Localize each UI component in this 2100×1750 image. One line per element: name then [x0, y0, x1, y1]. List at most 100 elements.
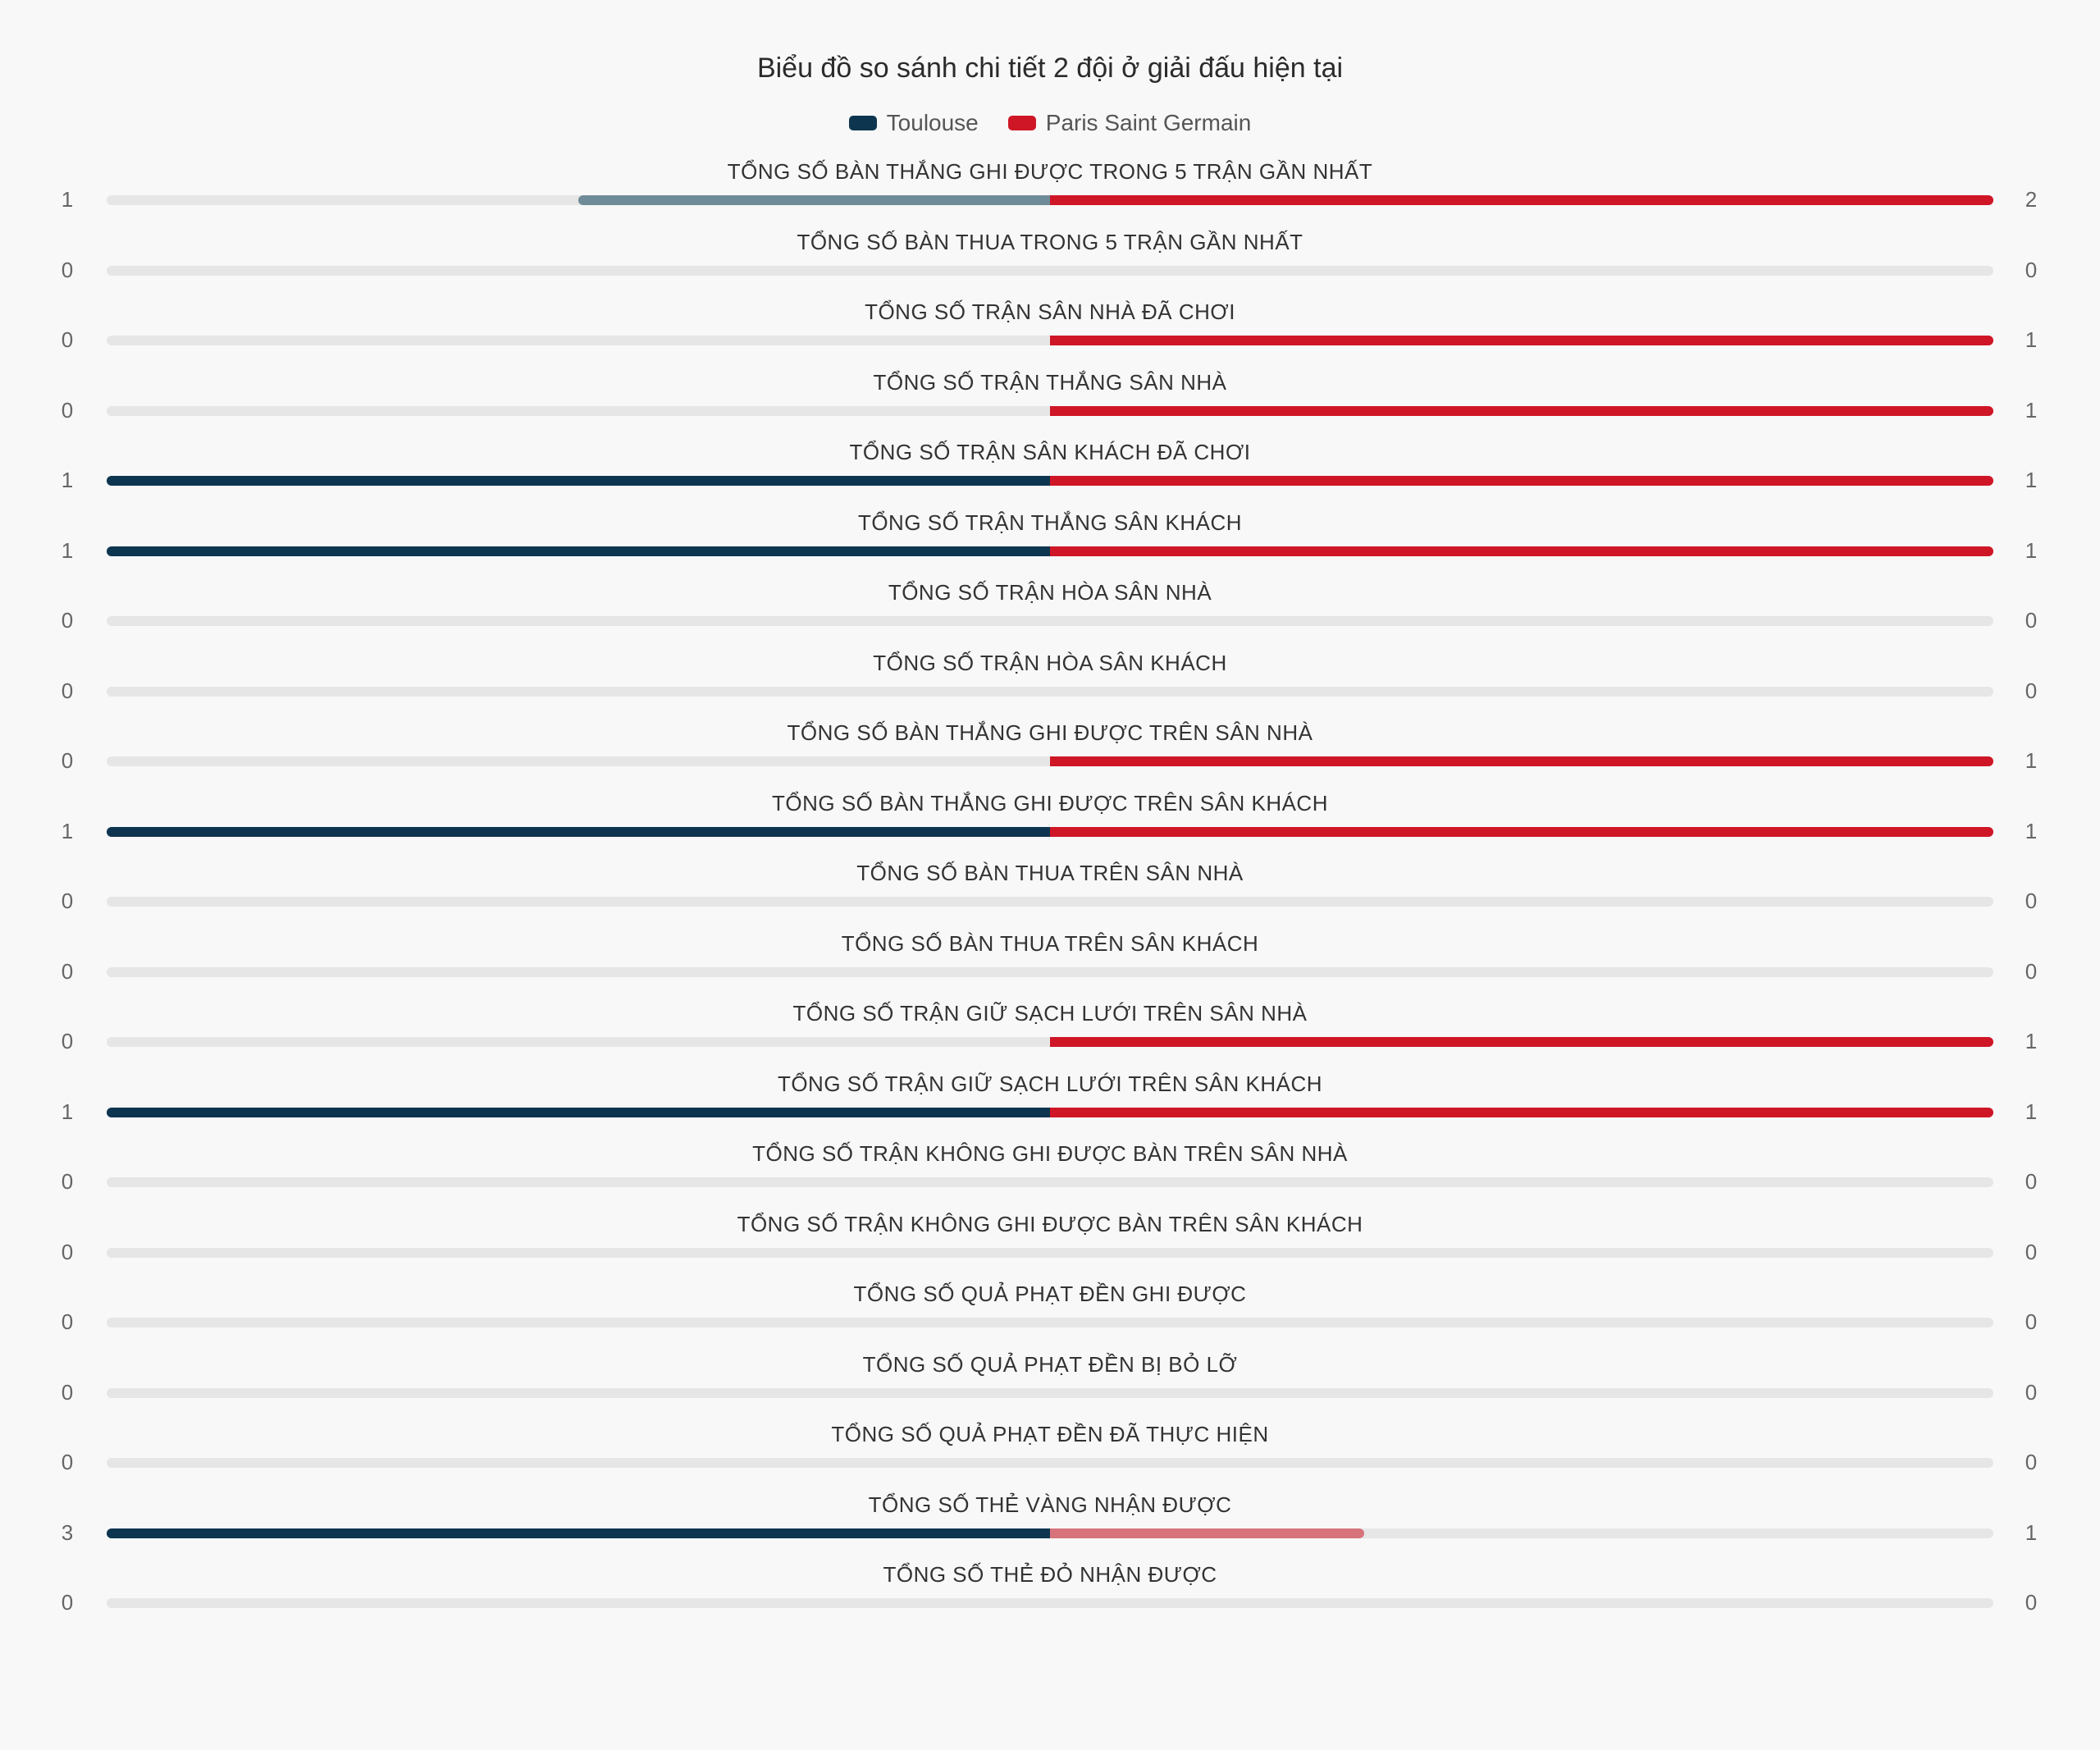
psg-value: 0	[2025, 1239, 2038, 1264]
toulouse-value: 1	[61, 187, 74, 212]
stat-row: TỔNG SỐ TRẬN KHÔNG GHI ĐƯỢC BÀN TRÊN SÂN…	[0, 1141, 2100, 1212]
toulouse-value: 0	[61, 1239, 74, 1264]
toulouse-value: 0	[61, 889, 74, 913]
legend-swatch-psg	[1007, 116, 1036, 130]
stat-row: TỔNG SỐ BÀN THUA TRÊN SÂN KHÁCH 0 0	[0, 931, 2100, 1002]
legend-item-toulouse[interactable]: Toulouse	[848, 110, 979, 136]
stat-label: TỔNG SỐ TRẬN THẮNG SÂN NHÀ	[873, 369, 1227, 395]
psg-value: 1	[2025, 748, 2038, 773]
toulouse-value: 0	[61, 678, 74, 703]
stat-row: TỔNG SỐ TRẬN GIỮ SẠCH LƯỚI TRÊN SÂN NHÀ 0…	[0, 1001, 2100, 1071]
toulouse-value: 1	[61, 1099, 74, 1124]
toulouse-bar[interactable]	[107, 1528, 1050, 1538]
stat-track	[107, 1318, 1993, 1327]
stat-label: TỔNG SỐ THẺ VÀNG NHẬN ĐƯỢC	[868, 1492, 1232, 1517]
toulouse-bar[interactable]	[107, 476, 1050, 486]
stat-label: TỔNG SỐ TRẬN GIỮ SẠCH LƯỚI TRÊN SÂN NHÀ	[792, 1001, 1308, 1026]
stat-label: TỔNG SỐ QUẢ PHẠT ĐỀN GHI ĐƯỢC	[853, 1282, 1247, 1306]
stat-label: TỔNG SỐ BÀN THUA TRÊN SÂN NHÀ	[856, 861, 1244, 885]
stat-track	[107, 1387, 1993, 1398]
psg-bar[interactable]	[1050, 1107, 1993, 1117]
stat-row: TỔNG SỐ QUẢ PHẠT ĐỀN ĐÃ THỰC HIỆN 0 0	[0, 1422, 2100, 1492]
stat-label: TỔNG SỐ QUẢ PHẠT ĐỀN BỊ BỎ LỠ	[862, 1351, 1238, 1377]
toulouse-value: 1	[61, 537, 74, 563]
stat-row: TỔNG SỐ BÀN THẮNG GHI ĐƯỢC TRONG 5 TRẬN …	[0, 159, 2100, 230]
stat-track	[107, 1247, 1993, 1258]
stat-track	[107, 1528, 1993, 1538]
stat-track	[107, 476, 1993, 486]
stat-row: TỔNG SỐ BÀN THẮNG GHI ĐƯỢC TRÊN SÂN KHÁC…	[0, 791, 2100, 861]
stat-label: TỔNG SỐ TRẬN HÒA SÂN NHÀ	[888, 580, 1212, 605]
psg-bar[interactable]	[1050, 756, 1993, 766]
psg-value: 0	[2025, 1309, 2038, 1334]
toulouse-value: 0	[61, 327, 74, 352]
stat-row: TỔNG SỐ TRẬN SÂN NHÀ ĐÃ CHƠI 0 1	[0, 299, 2100, 370]
stat-label: TỔNG SỐ BÀN THẮNG GHI ĐƯỢC TRÊN SÂN KHÁC…	[771, 790, 1328, 816]
stat-track	[107, 546, 1993, 556]
psg-value: 0	[2025, 608, 2038, 633]
stat-track	[107, 966, 1993, 977]
stat-label: TỔNG SỐ TRẬN SÂN NHÀ ĐÃ CHƠI	[865, 299, 1235, 324]
stat-row: TỔNG SỐ QUẢ PHẠT ĐỀN BỊ BỎ LỠ 0 0	[0, 1352, 2100, 1423]
legend-item-psg[interactable]: Paris Saint Germain	[1007, 110, 1252, 136]
stat-track	[107, 686, 1993, 697]
psg-value: 0	[2025, 1590, 2038, 1615]
stat-label: TỔNG SỐ TRẬN KHÔNG GHI ĐƯỢC BÀN TRÊN SÂN…	[737, 1211, 1363, 1236]
psg-bar[interactable]	[1050, 476, 1993, 486]
toulouse-value: 0	[61, 1309, 74, 1334]
legend-swatch-toulouse	[848, 116, 877, 130]
stat-track	[107, 1177, 1993, 1187]
stat-row: TỔNG SỐ TRẬN HÒA SÂN NHÀ 0 0	[0, 580, 2100, 651]
psg-bar[interactable]	[1050, 336, 1993, 345]
toulouse-value: 3	[61, 1519, 74, 1545]
stat-row: TỔNG SỐ TRẬN THẮNG SÂN KHÁCH 1 1	[0, 510, 2100, 581]
toulouse-value: 0	[61, 1379, 74, 1405]
legend: Toulouse Paris Saint Germain	[0, 110, 2100, 136]
psg-value: 1	[2025, 1519, 2038, 1545]
stat-label: TỔNG SỐ BÀN THẮNG GHI ĐƯỢC TRÊN SÂN NHÀ	[787, 720, 1313, 745]
psg-value: 0	[2025, 958, 2038, 984]
toulouse-value: 0	[61, 1450, 74, 1474]
chart-title: Biểu đồ so sánh chi tiết 2 đội ở giải đấ…	[756, 53, 1344, 84]
stat-label: TỔNG SỐ BÀN THẮNG GHI ĐƯỢC TRONG 5 TRẬN …	[727, 159, 1373, 184]
psg-bar[interactable]	[1050, 195, 1993, 205]
stat-label: TỔNG SỐ THẺ ĐỎ NHẬN ĐƯỢC	[883, 1562, 1217, 1587]
stat-row: TỔNG SỐ BÀN THẮNG GHI ĐƯỢC TRÊN SÂN NHÀ 0…	[0, 720, 2100, 791]
stat-label: TỔNG SỐ TRẬN SÂN KHÁCH ĐÃ CHƠI	[849, 440, 1251, 464]
stat-label: TỔNG SỐ TRẬN GIỮ SẠCH LƯỚI TRÊN SÂN KHÁC…	[777, 1071, 1323, 1096]
stat-track	[107, 1598, 1993, 1608]
stat-row: TỔNG SỐ TRẬN KHÔNG GHI ĐƯỢC BÀN TRÊN SÂN…	[0, 1212, 2100, 1282]
toulouse-bar[interactable]	[107, 1107, 1050, 1117]
psg-bar[interactable]	[1050, 546, 1993, 556]
psg-value: 0	[2025, 889, 2038, 913]
psg-bar[interactable]	[1050, 1037, 1993, 1047]
psg-value: 1	[2025, 327, 2038, 352]
stat-track	[107, 195, 1993, 205]
stat-track	[107, 1107, 1993, 1117]
stat-track	[107, 616, 1993, 626]
stat-track	[107, 1037, 1993, 1047]
psg-value: 0	[2025, 678, 2038, 703]
stat-track	[107, 265, 1993, 276]
toulouse-value: 0	[61, 257, 74, 282]
stat-row: TỔNG SỐ TRẬN SÂN KHÁCH ĐÃ CHƠI 1 1	[0, 440, 2100, 510]
toulouse-bar[interactable]	[107, 826, 1050, 837]
psg-bar[interactable]	[1050, 405, 1993, 416]
stat-label: TỔNG SỐ QUẢ PHẠT ĐỀN ĐÃ THỰC HIỆN	[831, 1422, 1269, 1446]
psg-bar[interactable]	[1050, 826, 1993, 837]
stat-track	[107, 336, 1993, 345]
psg-value: 0	[2025, 1379, 2038, 1405]
toulouse-value: 1	[61, 468, 74, 492]
legend-label-psg: Paris Saint Germain	[1045, 110, 1252, 135]
stat-label: TỔNG SỐ TRẬN KHÔNG GHI ĐƯỢC BÀN TRÊN SÂN…	[752, 1141, 1348, 1166]
toulouse-bar[interactable]	[578, 195, 1050, 205]
toulouse-value: 0	[61, 397, 74, 423]
psg-bar[interactable]	[1050, 1528, 1365, 1538]
toulouse-value: 0	[61, 958, 74, 984]
stat-row: TỔNG SỐ BÀN THUA TRÊN SÂN NHÀ 0 0	[0, 861, 2100, 931]
toulouse-bar[interactable]	[107, 546, 1050, 556]
stat-label: TỔNG SỐ TRẬN THẮNG SÂN KHÁCH	[857, 509, 1243, 535]
stat-row: TỔNG SỐ TRẬN THẮNG SÂN NHÀ 0 1	[0, 370, 2100, 441]
psg-value: 2	[2025, 187, 2038, 212]
